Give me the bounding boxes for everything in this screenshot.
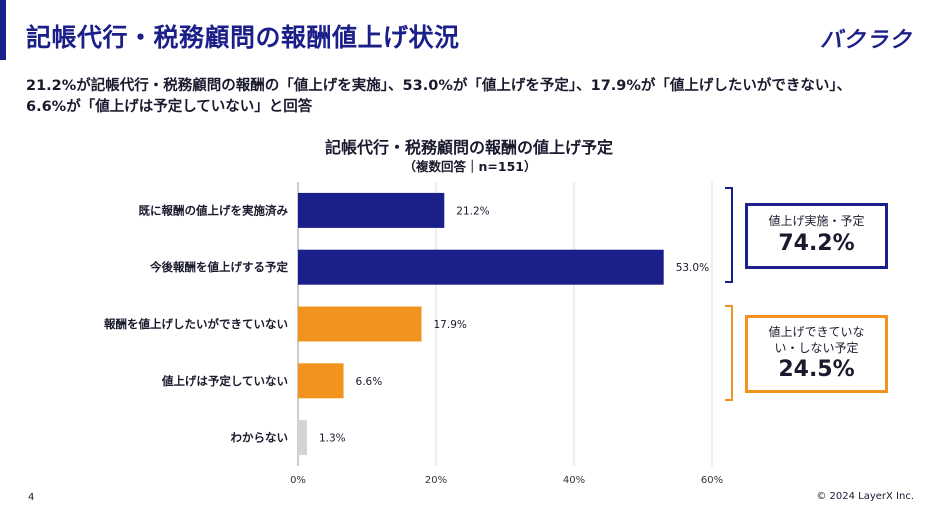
raise-total-callout: 値上げ実施・予定 74.2% <box>745 203 888 269</box>
bar <box>298 249 664 285</box>
no-raise-total-label: 値上げできていな い・しない予定 <box>748 324 885 356</box>
no-raise-group-bracket <box>725 305 733 401</box>
title-accent-bar <box>0 0 6 60</box>
category-label: 今後報酬を値上げする予定 <box>149 260 288 274</box>
summary-line-1: 21.2%が記帳代行・税務顧問の報酬の「値上げを実施」、53.0%が「値上げを予… <box>26 78 852 94</box>
category-label: 報酬を値上げしたいができていない <box>104 317 288 331</box>
no-raise-total-callout: 値上げできていな い・しない予定 24.5% <box>745 315 888 393</box>
category-label: 既に報酬の値上げを実施済み <box>139 203 289 217</box>
bar <box>298 420 307 456</box>
bar <box>298 192 445 228</box>
chart-subtitle: （複数回答｜n=151） <box>403 159 537 174</box>
x-tick-label: 20% <box>425 475 447 486</box>
raise-group-bracket <box>725 187 733 283</box>
no-raise-total-value: 24.5% <box>778 357 855 383</box>
x-tick-label: 0% <box>290 475 306 486</box>
brand-logo: バクラク <box>819 28 912 53</box>
data-label: 6.6% <box>356 376 383 388</box>
raise-total-value: 74.2% <box>778 231 855 257</box>
no-raise-label-line-1: 値上げできていな <box>768 325 865 339</box>
data-label: 53.0% <box>676 262 709 274</box>
summary-line-2: 6.6%が「値上げは予定していない」と回答 <box>26 99 313 116</box>
category-label: 値上げは予定していない <box>161 374 288 388</box>
bar <box>298 306 422 342</box>
summary-text: 21.2%が記帳代行・税務顧問の報酬の「値上げを実施」、53.0%が「値上げを予… <box>26 76 906 118</box>
x-tick-label: 40% <box>563 475 585 486</box>
data-label: 1.3% <box>319 433 346 445</box>
chart-title: 記帳代行・税務顧問の報酬の値上げ予定 <box>324 138 613 157</box>
page-number: 4 <box>28 492 35 503</box>
chart-title-wrap: 記帳代行・税務顧問の報酬の値上げ予定 <box>0 134 940 158</box>
data-label: 17.9% <box>434 319 467 331</box>
no-raise-label-line-2: い・しない予定 <box>774 341 859 356</box>
data-label: 21.2% <box>456 205 489 217</box>
x-tick-label: 60% <box>701 475 723 486</box>
copyright: © 2024 LayerX Inc. <box>816 491 914 502</box>
raise-total-label: 値上げ実施・予定 <box>768 214 865 228</box>
bar <box>298 363 344 399</box>
page-title: 記帳代行・税務顧問の報酬値上げ状況 <box>26 23 460 52</box>
category-label: わからない <box>231 431 289 445</box>
